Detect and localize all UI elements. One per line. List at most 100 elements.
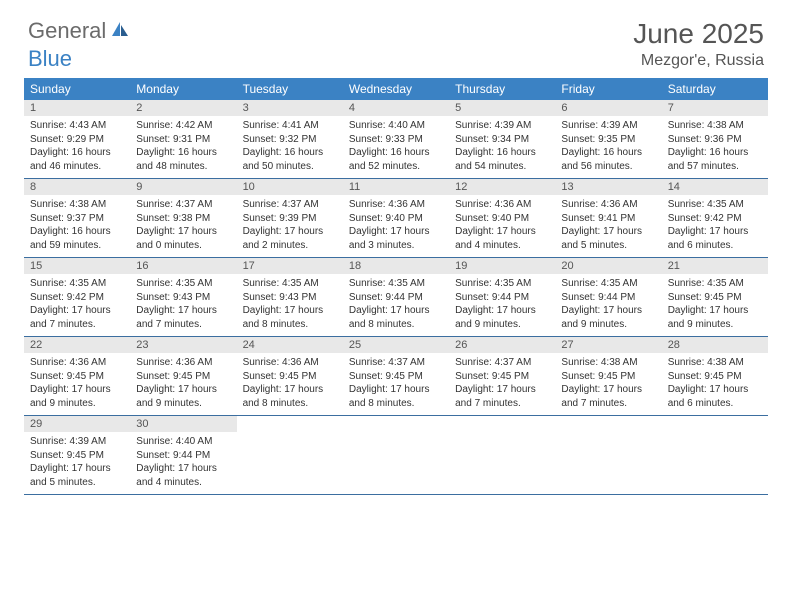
- day-details: Sunrise: 4:38 AMSunset: 9:37 PMDaylight:…: [24, 195, 130, 256]
- day-cell: 2 Sunrise: 4:42 AMSunset: 9:31 PMDaylight…: [130, 100, 236, 178]
- day-details: Sunrise: 4:38 AMSunset: 9:45 PMDaylight:…: [555, 353, 661, 414]
- day-details: Sunrise: 4:37 AMSunset: 9:39 PMDaylight:…: [237, 195, 343, 256]
- day-number: 15: [24, 258, 130, 274]
- daylight-line2: and 4 minutes.: [455, 239, 549, 253]
- day-number: 4: [343, 100, 449, 116]
- day-number: 11: [343, 179, 449, 195]
- daylight-line1: Daylight: 17 hours: [243, 225, 337, 239]
- sunset-text: Sunset: 9:33 PM: [349, 133, 443, 147]
- day-details: Sunrise: 4:35 AMSunset: 9:42 PMDaylight:…: [24, 274, 130, 335]
- daylight-line2: and 5 minutes.: [561, 239, 655, 253]
- day-number: 2: [130, 100, 236, 116]
- sunrise-text: Sunrise: 4:36 AM: [136, 356, 230, 370]
- daylight-line1: Daylight: 17 hours: [561, 225, 655, 239]
- month-title: June 2025: [633, 18, 764, 50]
- daylight-line2: and 3 minutes.: [349, 239, 443, 253]
- sunrise-text: Sunrise: 4:35 AM: [561, 277, 655, 291]
- daylight-line2: and 8 minutes.: [243, 318, 337, 332]
- day-cell: 16Sunrise: 4:35 AMSunset: 9:43 PMDayligh…: [130, 258, 236, 336]
- weekday-tuesday: Tuesday: [237, 78, 343, 100]
- day-number: 16: [130, 258, 236, 274]
- day-details: Sunrise: 4:39 AMSunset: 9:34 PMDaylight:…: [449, 116, 555, 177]
- sunrise-text: Sunrise: 4:39 AM: [455, 119, 549, 133]
- weekday-friday: Friday: [555, 78, 661, 100]
- daylight-line1: Daylight: 17 hours: [136, 304, 230, 318]
- daylight-line2: and 7 minutes.: [136, 318, 230, 332]
- day-number: 26: [449, 337, 555, 353]
- daylight-line1: Daylight: 16 hours: [136, 146, 230, 160]
- daylight-line1: Daylight: 17 hours: [455, 383, 549, 397]
- day-cell: 15Sunrise: 4:35 AMSunset: 9:42 PMDayligh…: [24, 258, 130, 336]
- day-number: 17: [237, 258, 343, 274]
- sunset-text: Sunset: 9:39 PM: [243, 212, 337, 226]
- sunrise-text: Sunrise: 4:35 AM: [349, 277, 443, 291]
- day-number: 24: [237, 337, 343, 353]
- day-number: 10: [237, 179, 343, 195]
- daylight-line2: and 7 minutes.: [30, 318, 124, 332]
- location-label: Mezgor'e, Russia: [633, 52, 764, 70]
- day-cell: 12Sunrise: 4:36 AMSunset: 9:40 PMDayligh…: [449, 179, 555, 257]
- day-cell: [555, 416, 661, 494]
- day-cell: 4Sunrise: 4:40 AMSunset: 9:33 PMDaylight…: [343, 100, 449, 178]
- sunrise-text: Sunrise: 4:42 AM: [136, 119, 230, 133]
- daylight-line1: Daylight: 16 hours: [455, 146, 549, 160]
- day-details: Sunrise: 4:36 AMSunset: 9:40 PMDaylight:…: [343, 195, 449, 256]
- sunrise-text: Sunrise: 4:38 AM: [30, 198, 124, 212]
- day-number: 13: [555, 179, 661, 195]
- sunrise-text: Sunrise: 4:36 AM: [30, 356, 124, 370]
- sunrise-text: Sunrise: 4:40 AM: [349, 119, 443, 133]
- day-number: 28: [662, 337, 768, 353]
- day-number: 7: [662, 100, 768, 116]
- sunset-text: Sunset: 9:31 PM: [136, 133, 230, 147]
- sunset-text: Sunset: 9:45 PM: [668, 291, 762, 305]
- daylight-line2: and 9 minutes.: [668, 318, 762, 332]
- sunrise-text: Sunrise: 4:41 AM: [243, 119, 337, 133]
- sunset-text: Sunset: 9:41 PM: [561, 212, 655, 226]
- logo: General: [28, 18, 132, 44]
- day-number: 14: [662, 179, 768, 195]
- sunset-text: Sunset: 9:45 PM: [349, 370, 443, 384]
- calendar: Sunday Monday Tuesday Wednesday Thursday…: [0, 78, 792, 495]
- week-row: 22Sunrise: 4:36 AMSunset: 9:45 PMDayligh…: [24, 337, 768, 416]
- day-cell: 25Sunrise: 4:37 AMSunset: 9:45 PMDayligh…: [343, 337, 449, 415]
- daylight-line1: Daylight: 17 hours: [668, 383, 762, 397]
- daylight-line1: Daylight: 17 hours: [455, 304, 549, 318]
- sunset-text: Sunset: 9:44 PM: [455, 291, 549, 305]
- day-cell: 14Sunrise: 4:35 AMSunset: 9:42 PMDayligh…: [662, 179, 768, 257]
- daylight-line1: Daylight: 16 hours: [30, 146, 124, 160]
- daylight-line1: Daylight: 17 hours: [243, 304, 337, 318]
- daylight-line1: Daylight: 17 hours: [349, 383, 443, 397]
- daylight-line2: and 6 minutes.: [668, 239, 762, 253]
- week-row: 1Sunrise: 4:43 AMSunset: 9:29 PMDaylight…: [24, 100, 768, 179]
- day-details: Sunrise: 4:35 AMSunset: 9:44 PMDaylight:…: [343, 274, 449, 335]
- sunrise-text: Sunrise: 4:38 AM: [668, 119, 762, 133]
- day-cell: [449, 416, 555, 494]
- day-cell: 28Sunrise: 4:38 AMSunset: 9:45 PMDayligh…: [662, 337, 768, 415]
- daylight-line2: and 4 minutes.: [136, 476, 230, 490]
- day-number: 22: [24, 337, 130, 353]
- day-details: Sunrise: 4:35 AMSunset: 9:44 PMDaylight:…: [449, 274, 555, 335]
- day-number: 23: [130, 337, 236, 353]
- logo-text-blue: Blue: [28, 46, 72, 71]
- day-details: Sunrise: 4:35 AMSunset: 9:42 PMDaylight:…: [662, 195, 768, 256]
- daylight-line1: Daylight: 16 hours: [30, 225, 124, 239]
- day-number: 19: [449, 258, 555, 274]
- daylight-line1: Daylight: 17 hours: [668, 304, 762, 318]
- day-details: Sunrise: 4:36 AMSunset: 9:45 PMDaylight:…: [237, 353, 343, 414]
- day-details: Sunrise: 4:43 AMSunset: 9:29 PMDaylight:…: [24, 116, 130, 177]
- day-cell: 6Sunrise: 4:39 AMSunset: 9:35 PMDaylight…: [555, 100, 661, 178]
- sunset-text: Sunset: 9:29 PM: [30, 133, 124, 147]
- daylight-line1: Daylight: 16 hours: [561, 146, 655, 160]
- sunset-text: Sunset: 9:32 PM: [243, 133, 337, 147]
- daylight-line2: and 52 minutes.: [349, 160, 443, 174]
- sunset-text: Sunset: 9:45 PM: [455, 370, 549, 384]
- daylight-line2: and 48 minutes.: [136, 160, 230, 174]
- daylight-line2: and 7 minutes.: [561, 397, 655, 411]
- sunrise-text: Sunrise: 4:37 AM: [455, 356, 549, 370]
- day-number: 6: [555, 100, 661, 116]
- sunrise-text: Sunrise: 4:35 AM: [668, 277, 762, 291]
- daylight-line2: and 8 minutes.: [243, 397, 337, 411]
- day-details: Sunrise: 4:39 AMSunset: 9:35 PMDaylight:…: [555, 116, 661, 177]
- sunrise-text: Sunrise: 4:36 AM: [561, 198, 655, 212]
- sunset-text: Sunset: 9:35 PM: [561, 133, 655, 147]
